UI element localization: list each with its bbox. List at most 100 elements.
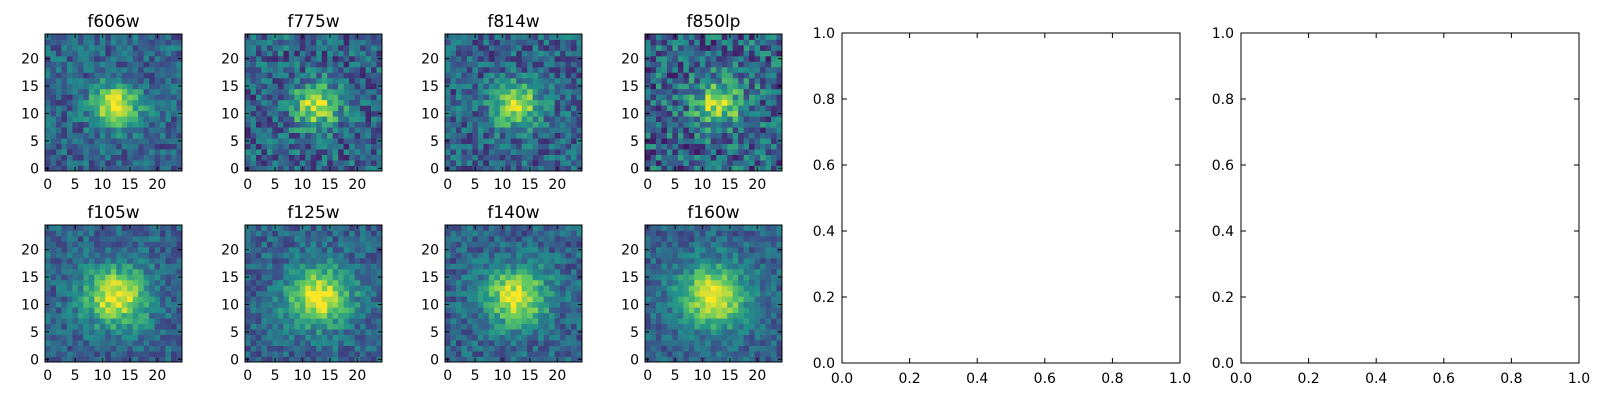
heatmap-cell xyxy=(72,88,79,95)
heatmap-cell xyxy=(666,55,673,62)
heatmap-cell xyxy=(494,268,501,275)
heatmap-cell xyxy=(116,340,123,346)
heatmap-cell xyxy=(499,94,506,101)
heatmap-cell xyxy=(683,39,690,46)
heatmap-cell xyxy=(327,235,334,242)
heatmap-cell xyxy=(250,235,257,242)
x-tick-label: 15 xyxy=(521,368,539,384)
heatmap-cell xyxy=(116,263,123,270)
heatmap-cell xyxy=(538,235,545,242)
heatmap-cell xyxy=(776,340,783,346)
heatmap-cell xyxy=(299,61,306,68)
heatmap-cell xyxy=(77,235,84,242)
heatmap-cell xyxy=(88,351,95,357)
heatmap-cell xyxy=(138,312,145,319)
heatmap-cell xyxy=(760,345,766,352)
heatmap-cell xyxy=(549,160,555,166)
heatmap-cell xyxy=(721,39,728,46)
heatmap-cell xyxy=(171,88,177,95)
heatmap-cell xyxy=(105,110,112,117)
heatmap-cell xyxy=(316,301,323,308)
heatmap-cell xyxy=(650,296,657,303)
heatmap-cell xyxy=(299,307,306,314)
heatmap-cell xyxy=(88,241,95,248)
heatmap-cell xyxy=(732,39,739,46)
heatmap-cell xyxy=(338,323,345,330)
heatmap-cell xyxy=(688,165,695,172)
heatmap-cell xyxy=(754,110,761,117)
heatmap-cell xyxy=(499,50,506,57)
heatmap-cell xyxy=(571,143,577,150)
heatmap-cell xyxy=(294,88,301,95)
heatmap-cell xyxy=(110,72,117,79)
heatmap-cell xyxy=(661,356,668,363)
heatmap-cell xyxy=(316,257,323,264)
heatmap-cell xyxy=(338,66,345,73)
heatmap-cell xyxy=(116,143,123,150)
heatmap-cell xyxy=(677,165,684,172)
heatmap-cell xyxy=(505,235,512,242)
heatmap-cell xyxy=(250,268,257,275)
heatmap-cell xyxy=(576,121,583,128)
heatmap-cell xyxy=(327,116,334,123)
heatmap-cell xyxy=(332,235,339,242)
heatmap-cell xyxy=(494,225,501,231)
heatmap-cell xyxy=(127,263,134,270)
heatmap-cell xyxy=(765,279,772,286)
heatmap-cell xyxy=(494,88,501,95)
heatmap-cell xyxy=(343,143,350,150)
heatmap-cell xyxy=(45,318,51,325)
heatmap-cell xyxy=(472,143,479,150)
heatmap-cell xyxy=(277,279,284,286)
heatmap-cell xyxy=(571,235,577,242)
heatmap-cell xyxy=(571,318,577,325)
heatmap-cell xyxy=(171,268,177,275)
heatmap-cell xyxy=(677,83,684,90)
heatmap-cell xyxy=(338,72,345,79)
heatmap-cell xyxy=(50,39,57,46)
heatmap-cell xyxy=(655,154,662,161)
heatmap-cell xyxy=(527,274,534,281)
heatmap-cell xyxy=(549,285,555,292)
heatmap-cell xyxy=(50,50,57,57)
heatmap-cell xyxy=(66,329,73,335)
heatmap-cell xyxy=(255,312,262,319)
heatmap-cell xyxy=(661,143,668,150)
panel-title: f850lp xyxy=(687,12,741,32)
heatmap-cell xyxy=(255,225,262,231)
heatmap-cell xyxy=(560,301,566,308)
heatmap-cell xyxy=(132,132,139,139)
heatmap-cell xyxy=(327,94,334,101)
heatmap-cell xyxy=(154,307,161,314)
heatmap-cell xyxy=(110,66,117,73)
heatmap-cell xyxy=(532,307,539,314)
heatmap-cell xyxy=(354,99,361,106)
heatmap-cell xyxy=(288,72,295,79)
heatmap-cell xyxy=(666,340,673,346)
heatmap-cell xyxy=(576,143,583,150)
heatmap-cell xyxy=(538,334,545,341)
heatmap-cell xyxy=(466,154,473,161)
heatmap-cell xyxy=(99,99,106,106)
heatmap-cell xyxy=(343,290,350,297)
heatmap-cell xyxy=(310,127,317,134)
heatmap-cell xyxy=(283,241,290,248)
heatmap-cell xyxy=(349,44,355,51)
heatmap-cell xyxy=(565,132,572,139)
heatmap-cell xyxy=(277,154,284,161)
heatmap-cell xyxy=(760,143,766,150)
heatmap-cell xyxy=(332,301,339,308)
heatmap-cell xyxy=(461,143,468,150)
heatmap-cell xyxy=(294,290,301,297)
heatmap-cell xyxy=(499,345,506,352)
heatmap-cell xyxy=(127,285,134,292)
heatmap-cell xyxy=(765,160,772,166)
heatmap-cell xyxy=(127,116,134,123)
heatmap-cell xyxy=(66,334,73,341)
heatmap-cell xyxy=(321,340,328,346)
heatmap-cell xyxy=(672,160,679,166)
heatmap-cell xyxy=(277,241,284,248)
heatmap-cell xyxy=(499,296,506,303)
heatmap-cell xyxy=(176,268,183,275)
heatmap-cell xyxy=(738,105,745,112)
